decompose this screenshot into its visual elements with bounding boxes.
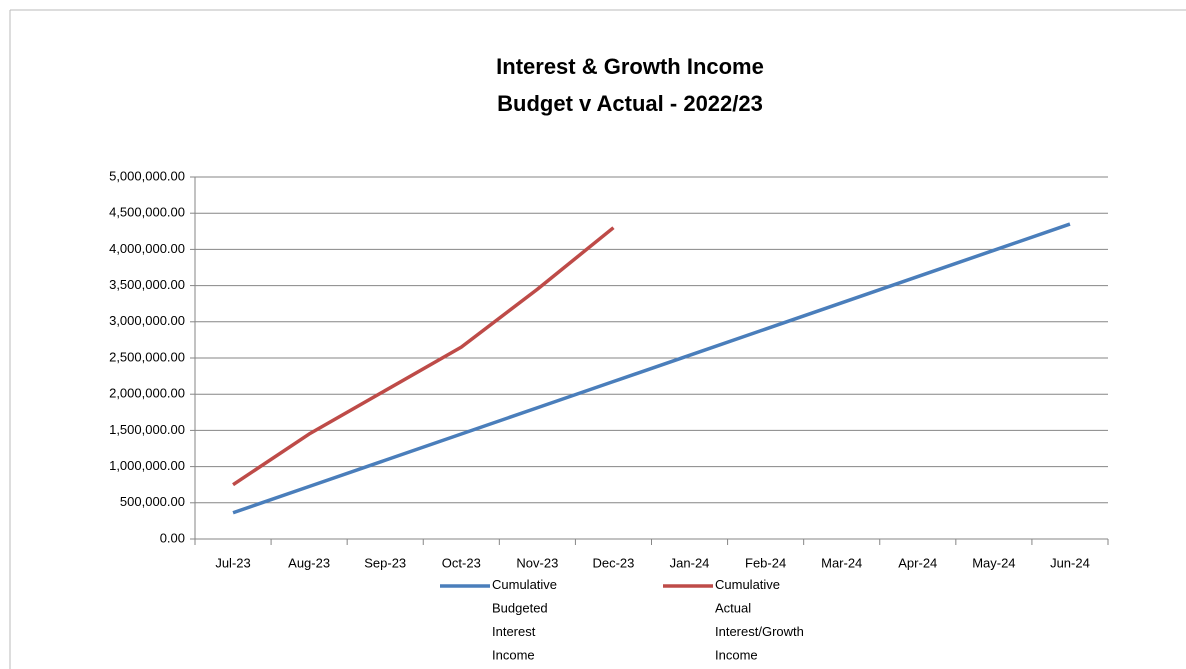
x-tick-label: Dec-23 [592, 555, 634, 570]
y-tick-label: 2,500,000.00 [109, 349, 185, 364]
y-tick-label: 5,000,000.00 [109, 168, 185, 183]
series-line [232, 222, 1071, 515]
y-tick-label: 4,500,000.00 [109, 205, 185, 220]
y-tick-label: 3,500,000.00 [109, 277, 185, 292]
chart-subtitle: Budget v Actual - 2022/23 [497, 91, 763, 116]
x-tick-label: Nov-23 [516, 555, 558, 570]
x-tick-label: Apr-24 [898, 555, 937, 570]
x-tick-label: Feb-24 [745, 555, 786, 570]
y-tick-label: 3,000,000.00 [109, 313, 185, 328]
legend-label: Cumulative Actual Interest/Growth Income [715, 577, 804, 663]
y-tick-label: 0.00 [160, 530, 185, 545]
x-tick-label: Mar-24 [821, 555, 862, 570]
series-line [232, 226, 615, 487]
x-tick-label: May-24 [972, 555, 1015, 570]
chart-title: Interest & Growth Income [496, 54, 764, 79]
legend-label: Cumulative Budgeted Interest Income [492, 577, 557, 663]
x-tick-label: Oct-23 [442, 555, 481, 570]
x-tick-label: Aug-23 [288, 555, 330, 570]
x-tick-label: Sep-23 [364, 555, 406, 570]
x-tick-label: Jun-24 [1050, 555, 1090, 570]
y-tick-label: 4,000,000.00 [109, 241, 185, 256]
x-tick-label: Jan-24 [670, 555, 710, 570]
y-tick-label: 1,500,000.00 [109, 422, 185, 437]
y-tick-label: 2,000,000.00 [109, 386, 185, 401]
y-tick-label: 500,000.00 [120, 494, 185, 509]
x-tick-label: Jul-23 [215, 555, 250, 570]
y-tick-label: 1,000,000.00 [109, 458, 185, 473]
